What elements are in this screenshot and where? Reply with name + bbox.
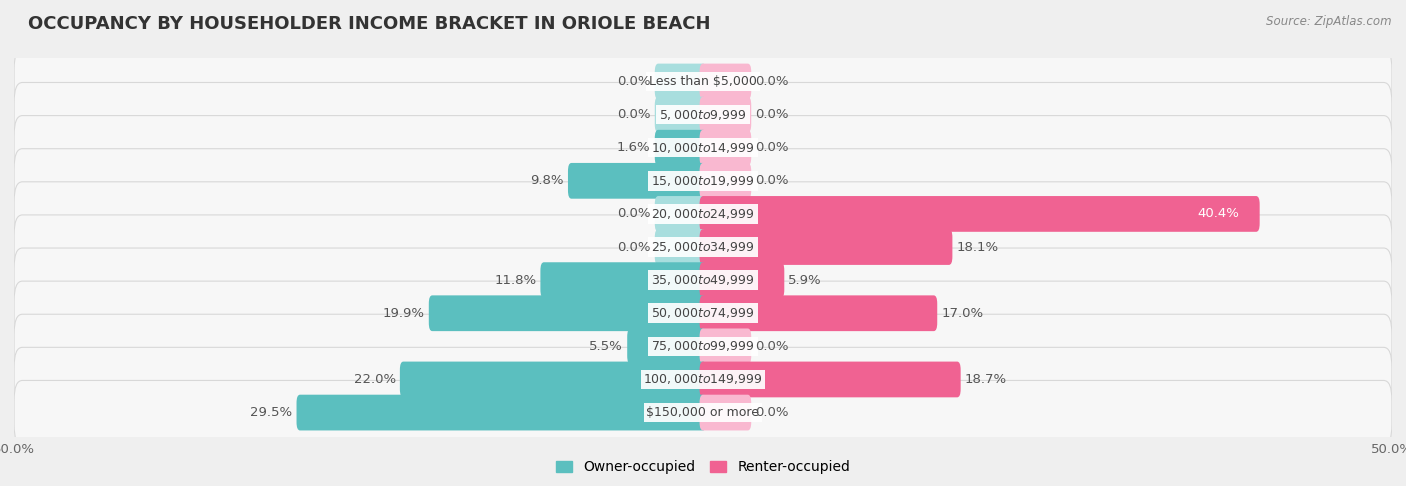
FancyBboxPatch shape <box>655 196 706 232</box>
Text: Less than $5,000: Less than $5,000 <box>650 75 756 88</box>
Text: 0.0%: 0.0% <box>755 340 789 353</box>
Text: 0.0%: 0.0% <box>617 75 651 88</box>
FancyBboxPatch shape <box>655 130 706 166</box>
Text: 0.0%: 0.0% <box>755 108 789 121</box>
Text: 0.0%: 0.0% <box>755 174 789 187</box>
FancyBboxPatch shape <box>14 248 1392 312</box>
FancyBboxPatch shape <box>700 130 751 166</box>
FancyBboxPatch shape <box>700 97 751 133</box>
Text: 40.4%: 40.4% <box>1197 208 1239 221</box>
Text: 9.8%: 9.8% <box>530 174 564 187</box>
FancyBboxPatch shape <box>14 50 1392 114</box>
FancyBboxPatch shape <box>700 229 952 265</box>
FancyBboxPatch shape <box>700 163 751 199</box>
Text: Source: ZipAtlas.com: Source: ZipAtlas.com <box>1267 15 1392 28</box>
Text: 17.0%: 17.0% <box>942 307 984 320</box>
FancyBboxPatch shape <box>14 182 1392 246</box>
Text: 18.7%: 18.7% <box>965 373 1007 386</box>
Text: $20,000 to $24,999: $20,000 to $24,999 <box>651 207 755 221</box>
FancyBboxPatch shape <box>700 196 1260 232</box>
FancyBboxPatch shape <box>700 64 751 99</box>
FancyBboxPatch shape <box>14 116 1392 180</box>
Text: 22.0%: 22.0% <box>353 373 395 386</box>
FancyBboxPatch shape <box>627 329 706 364</box>
Text: $15,000 to $19,999: $15,000 to $19,999 <box>651 174 755 188</box>
Text: 5.9%: 5.9% <box>789 274 823 287</box>
FancyBboxPatch shape <box>14 149 1392 213</box>
FancyBboxPatch shape <box>14 381 1392 445</box>
Text: OCCUPANCY BY HOUSEHOLDER INCOME BRACKET IN ORIOLE BEACH: OCCUPANCY BY HOUSEHOLDER INCOME BRACKET … <box>28 15 710 33</box>
Text: 0.0%: 0.0% <box>755 406 789 419</box>
Text: 29.5%: 29.5% <box>250 406 292 419</box>
FancyBboxPatch shape <box>429 295 706 331</box>
Text: $25,000 to $34,999: $25,000 to $34,999 <box>651 240 755 254</box>
FancyBboxPatch shape <box>540 262 706 298</box>
FancyBboxPatch shape <box>297 395 706 431</box>
FancyBboxPatch shape <box>14 314 1392 379</box>
FancyBboxPatch shape <box>655 97 706 133</box>
Text: 11.8%: 11.8% <box>494 274 536 287</box>
Text: 0.0%: 0.0% <box>617 241 651 254</box>
Text: 0.0%: 0.0% <box>617 208 651 221</box>
Text: $75,000 to $99,999: $75,000 to $99,999 <box>651 339 755 353</box>
Text: $100,000 to $149,999: $100,000 to $149,999 <box>644 372 762 386</box>
FancyBboxPatch shape <box>700 295 938 331</box>
Text: $35,000 to $49,999: $35,000 to $49,999 <box>651 273 755 287</box>
Text: 0.0%: 0.0% <box>617 108 651 121</box>
FancyBboxPatch shape <box>568 163 706 199</box>
Text: 5.5%: 5.5% <box>589 340 623 353</box>
FancyBboxPatch shape <box>14 215 1392 279</box>
FancyBboxPatch shape <box>700 262 785 298</box>
FancyBboxPatch shape <box>14 281 1392 346</box>
Text: 0.0%: 0.0% <box>755 141 789 154</box>
Text: 0.0%: 0.0% <box>755 75 789 88</box>
Text: 18.1%: 18.1% <box>956 241 998 254</box>
Text: 19.9%: 19.9% <box>382 307 425 320</box>
Text: $50,000 to $74,999: $50,000 to $74,999 <box>651 306 755 320</box>
Legend: Owner-occupied, Renter-occupied: Owner-occupied, Renter-occupied <box>550 454 856 480</box>
FancyBboxPatch shape <box>399 362 706 398</box>
FancyBboxPatch shape <box>700 395 751 431</box>
FancyBboxPatch shape <box>14 347 1392 412</box>
Text: $5,000 to $9,999: $5,000 to $9,999 <box>659 107 747 122</box>
Text: $10,000 to $14,999: $10,000 to $14,999 <box>651 141 755 155</box>
FancyBboxPatch shape <box>14 83 1392 147</box>
FancyBboxPatch shape <box>700 329 751 364</box>
FancyBboxPatch shape <box>700 362 960 398</box>
FancyBboxPatch shape <box>655 64 706 99</box>
FancyBboxPatch shape <box>655 229 706 265</box>
Text: $150,000 or more: $150,000 or more <box>647 406 759 419</box>
Text: 1.6%: 1.6% <box>617 141 651 154</box>
